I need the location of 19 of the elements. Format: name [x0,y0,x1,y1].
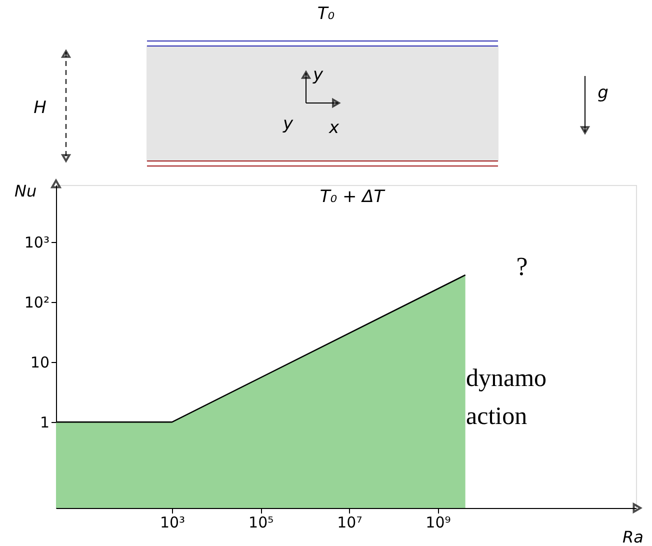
text: y [312,65,324,85]
x-tick-label: 10³ [160,514,186,532]
annotation: ? [516,252,528,281]
text: x [328,118,340,138]
x-tick-label: 10⁷ [337,514,362,532]
text: T₀ [317,4,335,24]
text: H [34,98,47,118]
x-tick-label: 10⁵ [248,514,274,532]
y-tick-label: 10³ [24,233,50,252]
annotation: dynamo action [466,365,547,430]
y-tick-label: 1 [40,414,50,432]
text: y [282,114,294,134]
y-tick-label: 10² [24,294,50,312]
x-axis-title: Ra [622,528,644,546]
y-axis-title: Nu [14,182,37,200]
x-tick-label: 10⁹ [426,514,451,532]
text: g [598,83,609,103]
annotation: T₀ + ΔT [320,187,386,207]
y-tick-label: 10 [30,354,50,372]
